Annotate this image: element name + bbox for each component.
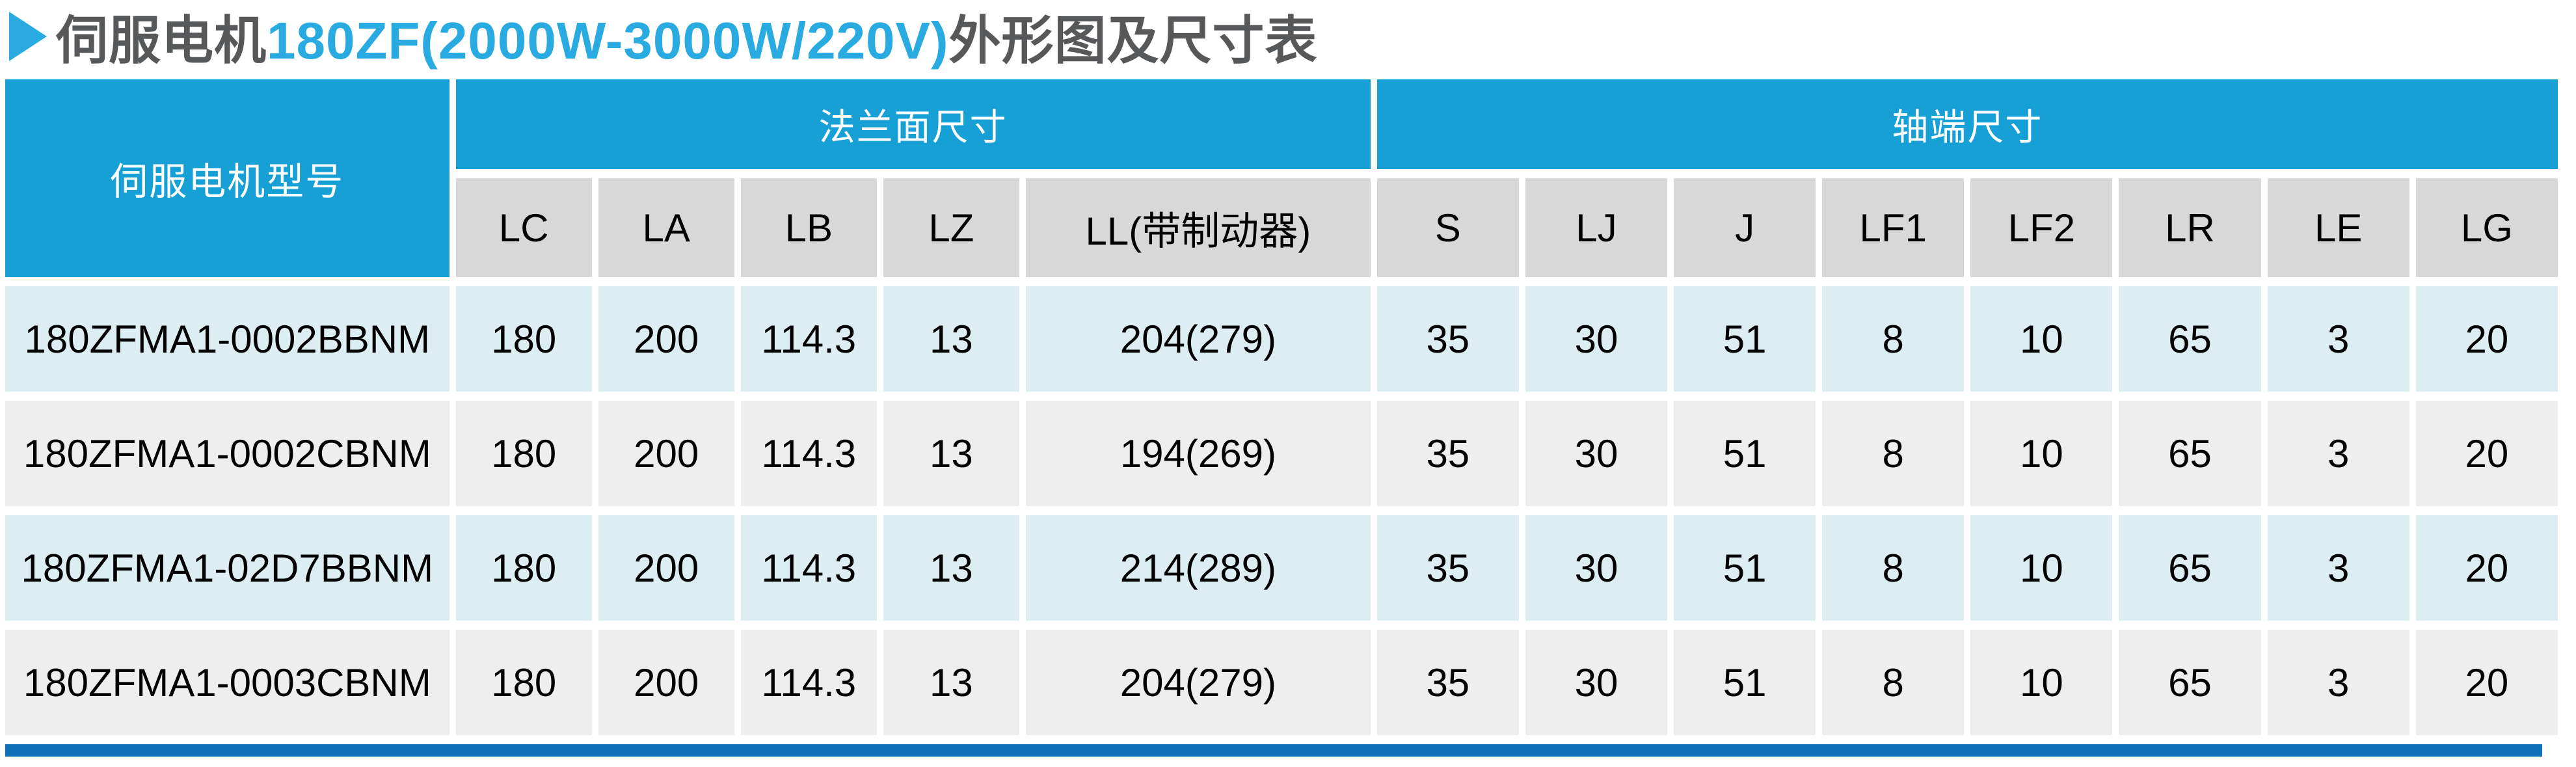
bottom-accent-bar: [5, 744, 2542, 757]
value-cell: 200: [598, 401, 734, 506]
column-header-lg: LG: [2415, 178, 2558, 277]
value-cell: 30: [1525, 286, 1668, 392]
value-cell: 180: [455, 515, 592, 621]
column-header-le: LE: [2267, 178, 2409, 277]
value-cell: 20: [2415, 515, 2558, 621]
column-header-lb: LB: [740, 178, 877, 277]
value-cell: 200: [598, 286, 734, 392]
value-cell: 10: [1970, 515, 2113, 621]
column-header-j: J: [1674, 178, 1816, 277]
value-cell: 51: [1674, 630, 1816, 735]
value-cell: 10: [1970, 401, 2113, 506]
table-row: 180ZFMA1-0003CBNM 180 200 114.3 13 204(2…: [5, 630, 2558, 735]
column-header-la: LA: [598, 178, 734, 277]
model-cell: 180ZFMA1-0003CBNM: [5, 630, 449, 735]
value-cell: 35: [1376, 286, 1519, 392]
value-cell: 20: [2415, 286, 2558, 392]
group-header-shaft: 轴端尺寸: [1376, 79, 2558, 169]
value-cell: 65: [2119, 401, 2261, 506]
arrow-right-icon: [9, 12, 47, 61]
dimension-table: 伺服电机型号 法兰面尺寸 轴端尺寸 LC LA LB LZ LL(带制动器) S…: [0, 70, 2564, 744]
value-cell: 214(289): [1025, 515, 1371, 621]
value-cell: 10: [1970, 286, 2113, 392]
value-cell: 35: [1376, 401, 1519, 506]
value-cell: 204(279): [1025, 286, 1371, 392]
page-title: 伺服电机180ZF(2000W-3000W/220V)外形图及尺寸表: [0, 0, 2576, 73]
value-cell: 180: [455, 286, 592, 392]
value-cell: 65: [2119, 630, 2261, 735]
title-prefix: 伺服电机: [56, 12, 267, 70]
value-cell: 114.3: [740, 286, 877, 392]
value-cell: 3: [2267, 515, 2409, 621]
value-cell: 30: [1525, 630, 1668, 735]
value-cell: 65: [2119, 286, 2261, 392]
column-header-row: LC LA LB LZ LL(带制动器) S LJ J LF1 LF2 LR L…: [5, 178, 2558, 277]
value-cell: 51: [1674, 515, 1816, 621]
value-cell: 194(269): [1025, 401, 1371, 506]
value-cell: 8: [1822, 515, 1965, 621]
value-cell: 204(279): [1025, 630, 1371, 735]
value-cell: 3: [2267, 630, 2409, 735]
value-cell: 30: [1525, 515, 1668, 621]
value-cell: 180: [455, 401, 592, 506]
table-row: 180ZFMA1-0002CBNM 180 200 114.3 13 194(2…: [5, 401, 2558, 506]
model-cell: 180ZFMA1-0002CBNM: [5, 401, 449, 506]
column-header-lf2: LF2: [1970, 178, 2113, 277]
model-cell: 180ZFMA1-0002BBNM: [5, 286, 449, 392]
value-cell: 13: [883, 515, 1019, 621]
group-header-row: 伺服电机型号 法兰面尺寸 轴端尺寸: [5, 79, 2558, 277]
column-header-lz: LZ: [883, 178, 1019, 277]
column-header-lj: LJ: [1525, 178, 1668, 277]
title-suffix: 外形图及尺寸表: [948, 12, 1318, 70]
table-row: 180ZFMA1-02D7BBNM 180 200 114.3 13 214(2…: [5, 515, 2558, 621]
value-cell: 3: [2267, 401, 2409, 506]
value-cell: 8: [1822, 401, 1965, 506]
value-cell: 13: [883, 286, 1019, 392]
value-cell: 200: [598, 515, 734, 621]
value-cell: 30: [1525, 401, 1668, 506]
value-cell: 13: [883, 401, 1019, 506]
table-row: 180ZFMA1-0002BBNM 180 200 114.3 13 204(2…: [5, 286, 2558, 392]
column-header-ll: LL(带制动器): [1025, 178, 1371, 277]
value-cell: 13: [883, 630, 1019, 735]
value-cell: 180: [455, 630, 592, 735]
value-cell: 20: [2415, 630, 2558, 735]
column-header-lf1: LF1: [1822, 178, 1965, 277]
value-cell: 10: [1970, 630, 2113, 735]
model-cell: 180ZFMA1-02D7BBNM: [5, 515, 449, 621]
group-header-flange: 法兰面尺寸: [455, 79, 1371, 169]
column-header-s: S: [1376, 178, 1519, 277]
value-cell: 200: [598, 630, 734, 735]
model-column-header: 伺服电机型号: [5, 79, 449, 277]
value-cell: 65: [2119, 515, 2261, 621]
value-cell: 35: [1376, 630, 1519, 735]
value-cell: 114.3: [740, 401, 877, 506]
page-title-text: 伺服电机180ZF(2000W-3000W/220V)外形图及尺寸表: [56, 0, 1318, 74]
column-header-lr: LR: [2119, 178, 2261, 277]
column-header-lc: LC: [455, 178, 592, 277]
value-cell: 114.3: [740, 515, 877, 621]
value-cell: 51: [1674, 401, 1816, 506]
value-cell: 20: [2415, 401, 2558, 506]
title-model-range: 180ZF(2000W-3000W/220V): [267, 12, 949, 70]
value-cell: 8: [1822, 630, 1965, 735]
value-cell: 51: [1674, 286, 1816, 392]
value-cell: 114.3: [740, 630, 877, 735]
value-cell: 35: [1376, 515, 1519, 621]
value-cell: 8: [1822, 286, 1965, 392]
value-cell: 3: [2267, 286, 2409, 392]
